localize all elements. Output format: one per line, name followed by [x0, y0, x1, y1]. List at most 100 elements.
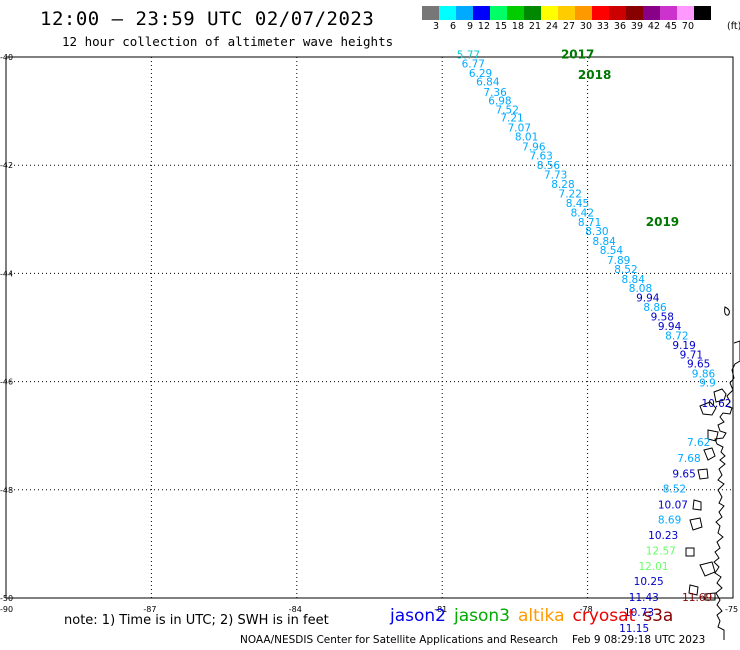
legend-label-14: 45: [664, 21, 677, 32]
footnote: note: 1) Time is in UTC; 2) SWH is in fe…: [64, 613, 329, 628]
year-label-2: 2019: [646, 215, 679, 229]
legend-swatch-14: [660, 6, 677, 20]
satellite-legend: jason2 jason3 altika cryosat s3a: [390, 606, 681, 626]
legend-label-8: 27: [562, 21, 575, 32]
legend-label-3: 12: [477, 21, 490, 32]
wave-height-label: 8.45: [566, 198, 589, 210]
wave-height-label: 9.65: [672, 469, 695, 481]
wave-height-label: 8.52: [663, 484, 686, 496]
legend-swatch-10: [592, 6, 609, 20]
wave-height-label: 8.72: [665, 331, 688, 343]
wave-height-label: 10.23: [648, 530, 678, 542]
wave-height-label: 7.52: [496, 104, 519, 116]
map-title: 12:00 – 23:59 UTC 02/07/2023: [40, 8, 375, 30]
legend-label-2: 9: [466, 21, 473, 32]
wave-height-label: 9.65: [687, 359, 710, 371]
legend-label-4: 15: [494, 21, 507, 32]
coastline: [685, 306, 740, 640]
wave-height-label: 7.07: [508, 122, 531, 134]
legend-swatch-11: [609, 6, 626, 20]
year-label-1: 2018: [578, 68, 611, 82]
legend-swatch-0: [422, 6, 439, 20]
satellite-cryosat: cryosat: [572, 606, 636, 626]
credit-line: NOAA/NESDIS Center for Satellite Applica…: [240, 634, 705, 646]
wave-height-label: 8.56: [537, 160, 561, 172]
wave-height-label: 7.63: [529, 150, 552, 162]
wave-height-label: 7.89: [607, 255, 630, 267]
wave-height-label: 8.69: [658, 515, 681, 527]
lon-tick-1: -87: [143, 605, 156, 614]
wave-height-label: 9.58: [651, 312, 674, 324]
wave-height-label: 6.29: [469, 68, 492, 80]
wave-height-label: 8.52: [614, 264, 637, 276]
wave-height-label: 7.21: [500, 113, 523, 125]
legend-label-7: 24: [545, 21, 558, 32]
wave-height-label: 7.73: [544, 169, 567, 181]
lon-tick-0: -90: [0, 605, 13, 614]
wave-height-label: 9.94: [658, 321, 682, 333]
wave-height-label: 10.07: [658, 499, 688, 511]
wave-height-label: 9.71: [680, 350, 703, 362]
legend-label-10: 33: [596, 21, 609, 32]
timestamp: Feb 9 08:29:18 UTC 2023: [572, 634, 706, 646]
wave-height-label: 10.25: [634, 576, 664, 588]
legend-swatch-4: [490, 6, 507, 20]
legend-swatch-15: [677, 6, 694, 20]
wave-height-label: 6.84: [476, 76, 500, 88]
legend-swatch-8: [558, 6, 575, 20]
legend-label-11: 36: [613, 21, 626, 32]
color-legend-labels: 3 6 9 12 15 18 21 24 27 30 33 36 39 42 45 70: [422, 21, 694, 32]
wave-height-label: 11.43: [629, 592, 659, 604]
wave-height-label: 7.36: [483, 87, 507, 99]
legend-label-5: 18: [511, 21, 524, 32]
coastline-outline: [685, 306, 740, 640]
satellite-s3a: s3a: [643, 606, 674, 626]
legend-swatch-7: [541, 6, 558, 20]
legend-swatch-16: [694, 6, 711, 20]
lat-tick-2: -44: [0, 269, 13, 278]
grid-lines: [6, 57, 733, 598]
wave-height-label: 7.68: [677, 453, 700, 465]
credit-text: NOAA/NESDIS Center for Satellite Applica…: [240, 634, 558, 646]
legend-label-1: 6: [449, 21, 456, 32]
wave-height-label: 9.19: [672, 340, 695, 352]
year-labels: 2017 2018 2019: [561, 47, 679, 229]
wave-height-label: 12.01: [638, 561, 668, 573]
wave-height-label: 11.69: [682, 592, 712, 604]
wave-height-label: 8.84: [622, 274, 646, 286]
map-frame: [5, 56, 734, 599]
satellite-jason3: jason3: [454, 606, 510, 626]
wave-height-label: 12.57: [646, 545, 676, 557]
wave-height-label: 7.62: [687, 437, 710, 449]
lat-tick-1: -42: [0, 161, 13, 170]
legend-swatch-13: [643, 6, 660, 20]
wave-height-label: 5.77: [457, 49, 480, 61]
legend-swatch-12: [626, 6, 643, 20]
lat-tick-0: -40: [0, 53, 13, 62]
lat-tick-5: -50: [0, 594, 13, 603]
wave-height-label: 7.96: [522, 141, 546, 153]
legend-swatch-2: [456, 6, 473, 20]
wave-height-label: 9.94: [636, 293, 660, 305]
legend-swatch-5: [507, 6, 524, 20]
lon-tick-3: -81: [434, 605, 447, 614]
wave-height-label: 10.73: [624, 607, 654, 619]
color-legend: [422, 6, 711, 20]
map-subtitle: 12 hour collection of altimeter wave hei…: [62, 34, 394, 49]
wave-height-label: 8.42: [571, 207, 594, 219]
legend-unit: (ft): [727, 21, 740, 32]
wave-height-label: 9.86: [692, 368, 716, 380]
wave-height-label: 10.62: [701, 398, 731, 410]
wave-height-label: 8.71: [578, 217, 601, 229]
wave-height-label: 6.77: [462, 58, 485, 70]
wave-height-label: 8.08: [629, 283, 652, 295]
wave-height-label: 8.28: [551, 179, 574, 191]
legend-label-6: 21: [528, 21, 541, 32]
legend-swatch-3: [473, 6, 490, 20]
lon-tick-2: -84: [289, 605, 302, 614]
wave-height-label: 9.9: [699, 378, 716, 390]
wave-height-label: 6.98: [488, 95, 511, 107]
legend-swatch-1: [439, 6, 456, 20]
wave-height-label: 8.54: [600, 245, 624, 257]
